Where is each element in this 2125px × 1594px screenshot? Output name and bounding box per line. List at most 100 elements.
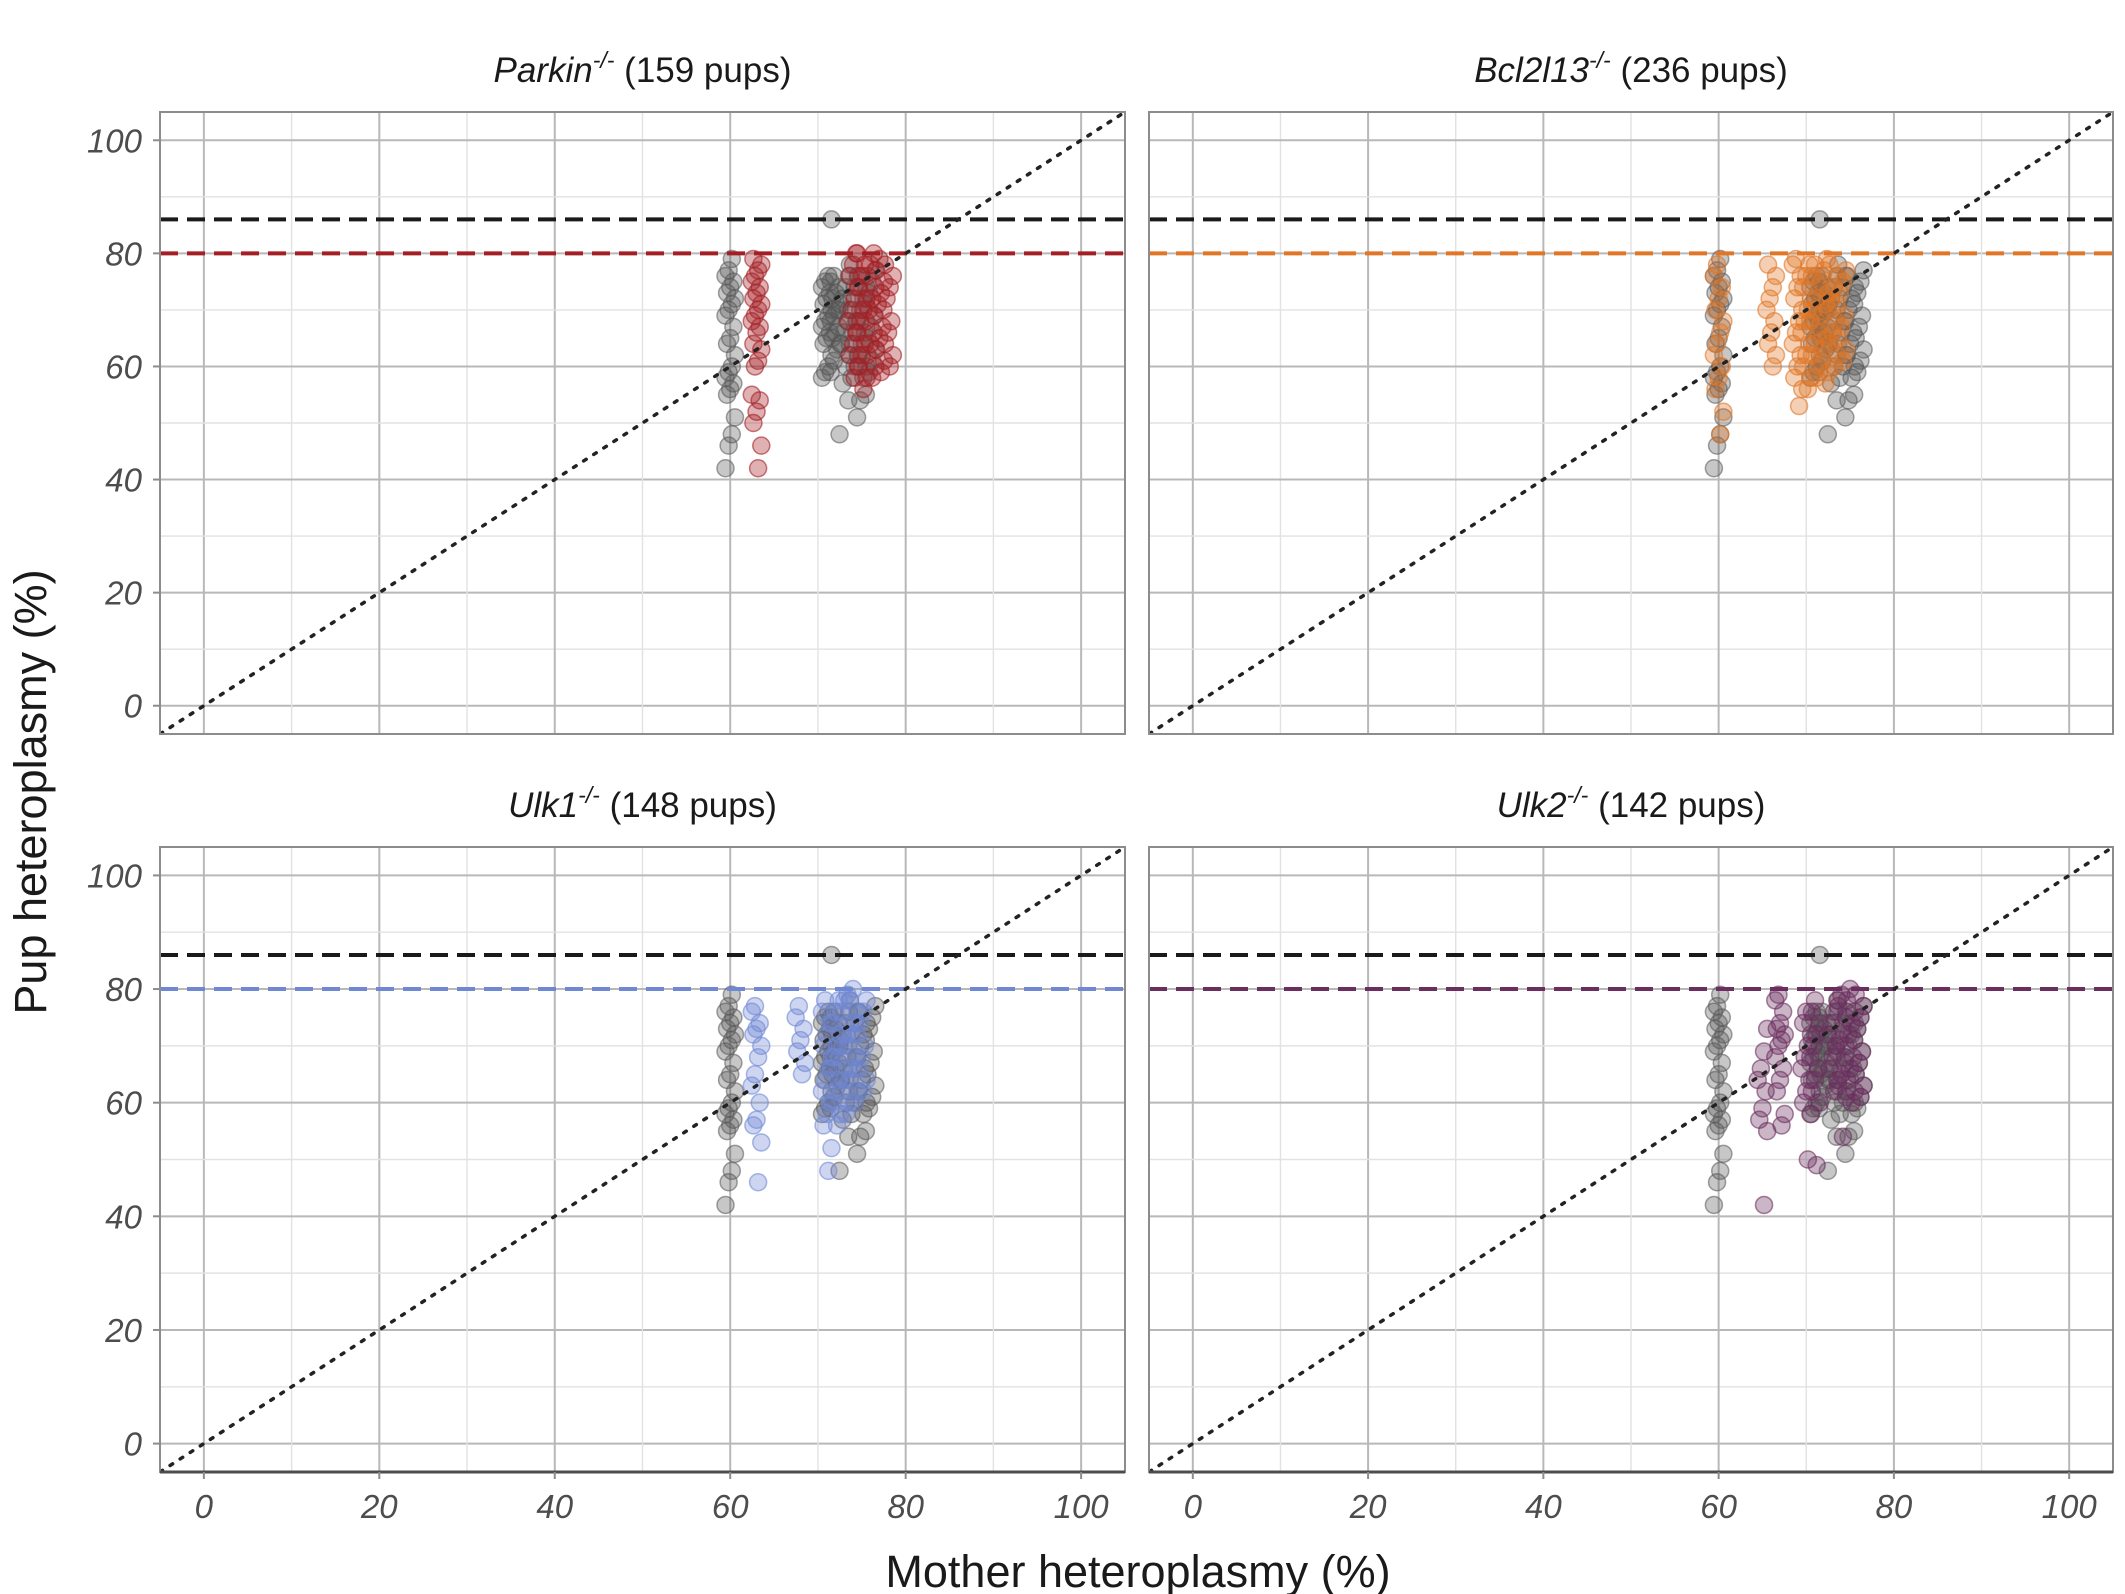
- wild-type-point: [1818, 1161, 1838, 1181]
- knockout-point: [875, 334, 895, 354]
- knockout-point: [1707, 255, 1727, 274]
- knockout-point: [812, 1002, 832, 1022]
- x-tick-label: 100: [2042, 1488, 2098, 1525]
- knockout-point: [1816, 374, 1835, 393]
- knockout-point: [747, 1110, 766, 1129]
- panel-title: Bcl2l13-/- (236 pups): [1474, 47, 1788, 90]
- wild-type-point: [720, 328, 740, 348]
- pup-count: (148 pups): [600, 786, 777, 825]
- panel-grid: 0 20 40 60 80 100 Parkin-/- (159 pups) Bcl2l13-…: [87, 47, 2114, 1525]
- knockout-point: [1706, 379, 1725, 399]
- y-axis-title: Pup heteroplasmy (%): [5, 569, 56, 1014]
- knockout-point: [747, 402, 766, 421]
- knockout-point: [1707, 334, 1727, 354]
- wild-type-point: [1844, 1121, 1864, 1141]
- points: [716, 945, 885, 1215]
- panel-title: Parkin-/- (159 pups): [494, 47, 792, 90]
- y-tick-label: 40: [105, 1198, 142, 1235]
- knockout-point: [786, 1008, 805, 1027]
- knockout-point: [1833, 272, 1853, 291]
- gene-name: Ulk2: [1497, 786, 1567, 825]
- y-tick-label: 80: [105, 235, 142, 272]
- knockout-point: [1770, 1070, 1790, 1090]
- knockout-point: [1750, 1110, 1769, 1129]
- wild-type-point: [720, 1065, 740, 1084]
- pup-count: (142 pups): [1588, 786, 1765, 825]
- wild-type-point: [1836, 408, 1855, 427]
- panel-title: Ulk1-/- (148 pups): [508, 782, 777, 825]
- knockout-point: [1809, 317, 1829, 337]
- knockout-point: [752, 1133, 771, 1152]
- y-tick-label: 100: [87, 122, 143, 159]
- knockout-point: [1849, 1053, 1869, 1073]
- knockout-point: [1805, 991, 1825, 1010]
- knockout-point: [847, 1025, 867, 1044]
- y-tick-label: 60: [105, 348, 142, 385]
- knockout-point: [748, 1172, 768, 1192]
- knockout-point: [748, 458, 768, 478]
- identity-line: [1149, 112, 2113, 734]
- knockout-point: [1760, 289, 1779, 308]
- y-tick-label: 20: [104, 575, 142, 612]
- panel-content: [1149, 847, 2113, 1472]
- knockout-point: [857, 991, 876, 1010]
- knockout-point: [822, 1138, 841, 1158]
- panel-content: [1149, 112, 2113, 734]
- x-tick-label: 20: [1349, 1488, 1387, 1525]
- wild-type-point: [1818, 425, 1838, 444]
- knockout-point: [742, 385, 762, 404]
- gene-name: Parkin: [494, 51, 593, 90]
- knockout-point: [1846, 1065, 1865, 1084]
- knockout-point: [1827, 295, 1846, 314]
- y-tick-label: 60: [105, 1085, 142, 1122]
- wild-type-point: [716, 458, 735, 478]
- knockout-point: [1830, 283, 1849, 303]
- knockout-point: [1758, 255, 1778, 274]
- wild-type-point: [1707, 1172, 1727, 1192]
- points: [1704, 945, 1873, 1215]
- x-tick-label: 60: [1700, 1488, 1737, 1525]
- knockout-point: [854, 1082, 873, 1101]
- wild-type-point: [716, 1195, 735, 1215]
- knockout-point: [1832, 317, 1851, 337]
- wild-type-point: [830, 425, 849, 444]
- knockout-point: [1833, 1127, 1853, 1147]
- knockout-point: [1748, 1070, 1767, 1090]
- knockout-point: [1775, 1104, 1794, 1124]
- knockout-point: [1805, 1070, 1825, 1090]
- grid: [1149, 847, 2113, 1472]
- knockout-point: [815, 1070, 835, 1090]
- genotype-superscript: -/-: [593, 47, 615, 73]
- wild-type-point: [725, 408, 745, 427]
- knockout-point: [880, 278, 899, 297]
- wild-type-point: [1709, 1065, 1728, 1084]
- knockout-point: [1704, 345, 1724, 365]
- knockout-point: [748, 1047, 768, 1067]
- knockout-point: [1763, 357, 1783, 376]
- points: [716, 210, 903, 478]
- panel-parkin: 0 20 40 60 80 100 Parkin-/- (159 pups): [87, 47, 1126, 735]
- wild-type-point: [1848, 362, 1867, 382]
- panel-title: Ulk2-/- (142 pups): [1497, 782, 1766, 825]
- knockout-point: [750, 1093, 769, 1112]
- knockout-point: [874, 300, 893, 320]
- wild-type-point: [1704, 458, 1724, 478]
- knockout-point: [742, 1076, 762, 1095]
- panel-content: [160, 847, 1125, 1472]
- x-tick-label: 40: [1525, 1488, 1562, 1525]
- x-tick-label: 0: [1184, 1488, 1203, 1525]
- knockout-point: [849, 1059, 868, 1078]
- knockout-point: [1801, 1047, 1820, 1067]
- wild-type-point: [847, 408, 867, 427]
- wild-type-point: [824, 266, 844, 286]
- knockout-point: [1828, 328, 1848, 348]
- identity-line: [160, 847, 1125, 1472]
- genotype-superscript: -/-: [1589, 47, 1611, 73]
- knockout-point: [1709, 289, 1728, 308]
- wild-type-point: [1704, 1195, 1724, 1215]
- wild-type-point: [719, 1172, 738, 1192]
- knockout-point: [877, 289, 896, 308]
- knockout-point: [1709, 368, 1728, 388]
- knockout-point: [745, 1065, 765, 1084]
